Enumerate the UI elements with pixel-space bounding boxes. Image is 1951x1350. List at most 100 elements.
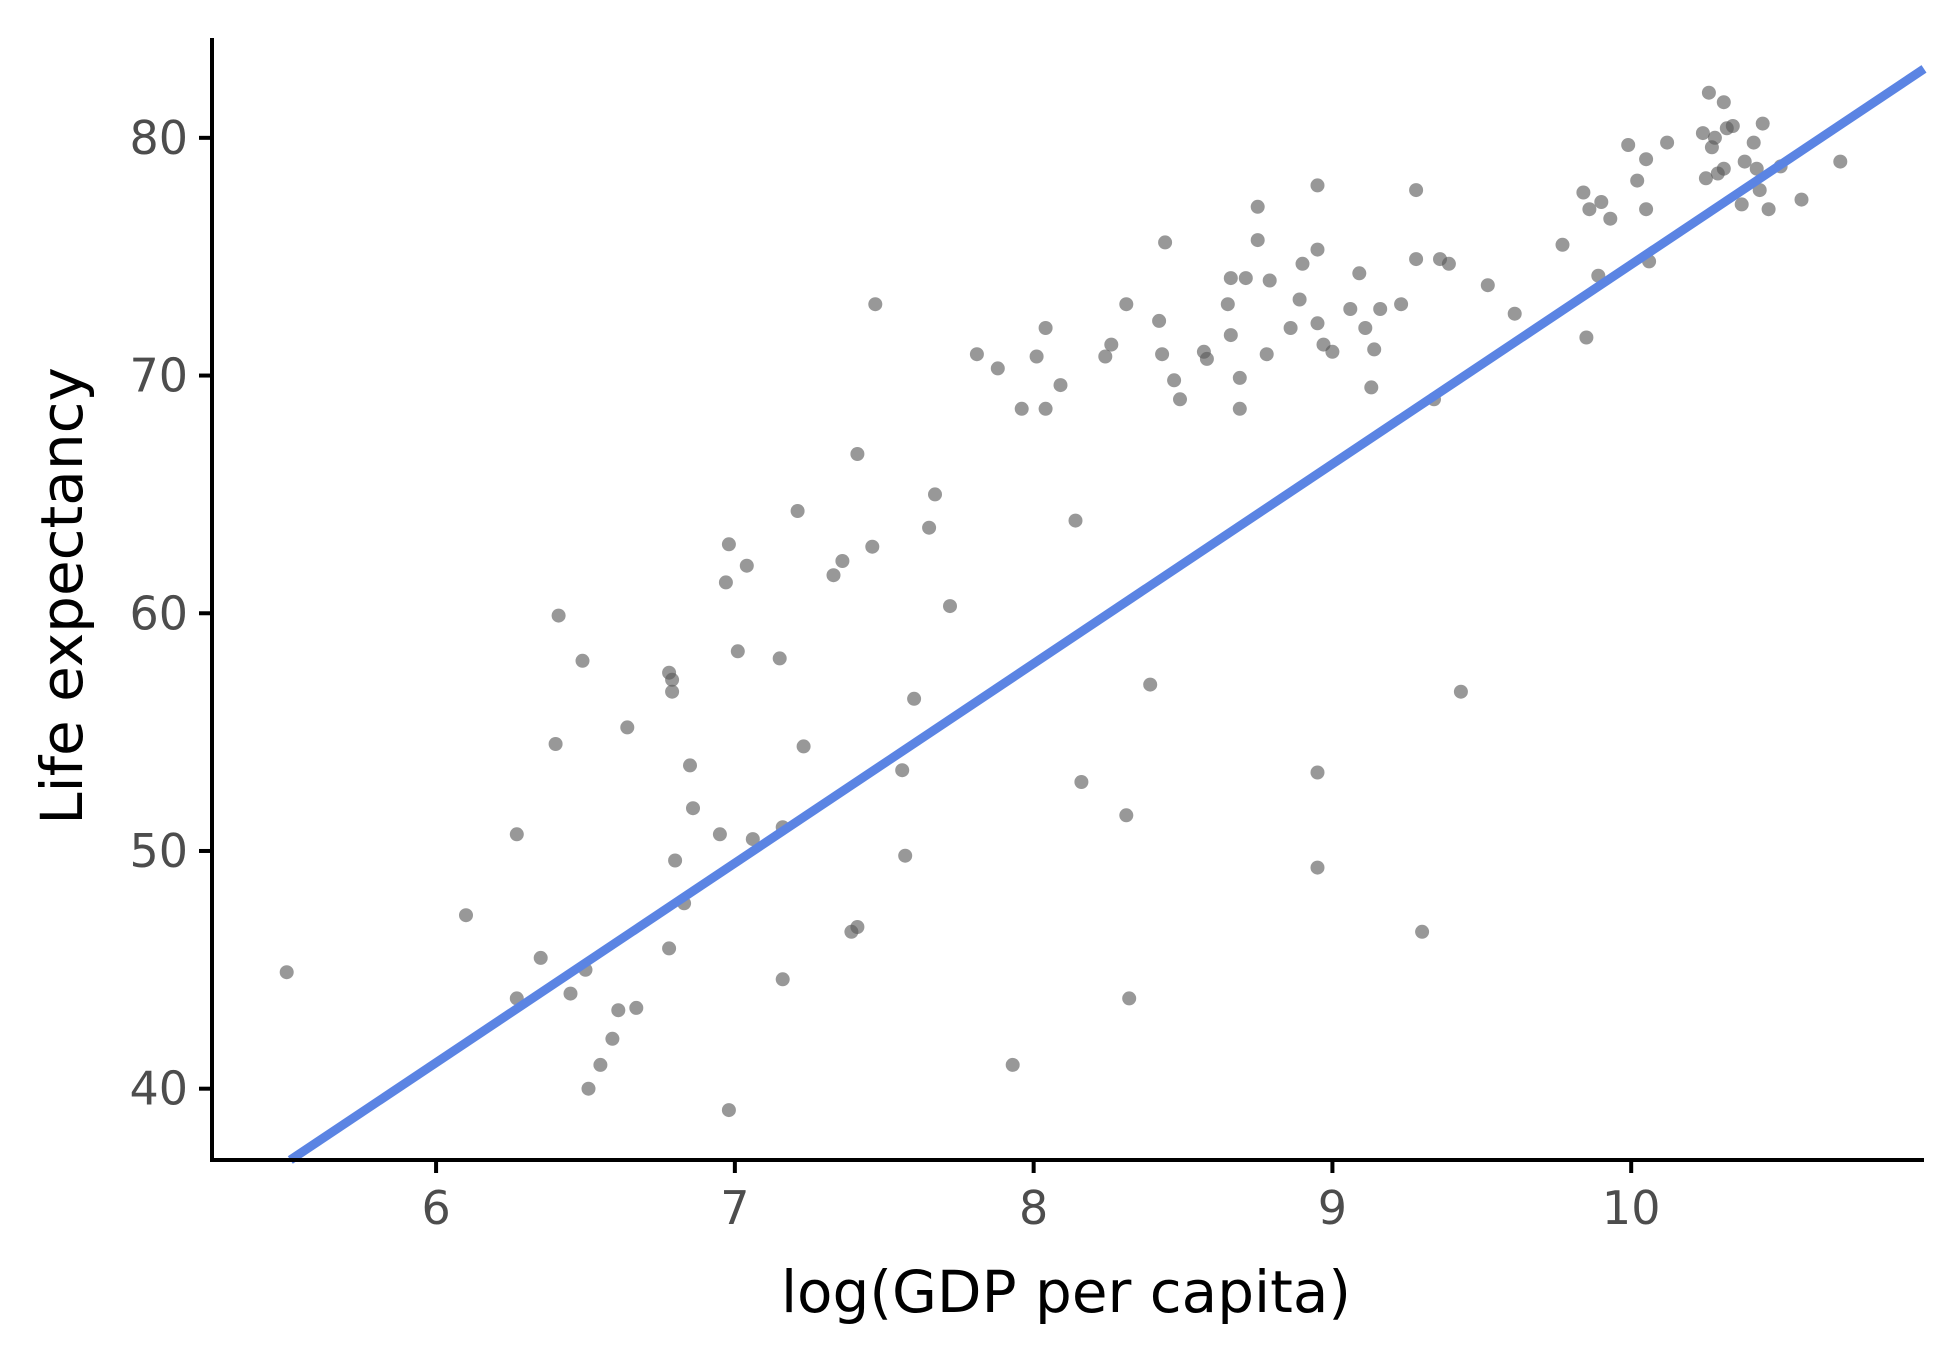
data-point [563, 986, 578, 1001]
data-point [1074, 775, 1089, 789]
data-point [1295, 256, 1310, 271]
data-point [1223, 328, 1238, 343]
data-point [1068, 513, 1083, 528]
data-point [1232, 401, 1247, 416]
data-point [1283, 321, 1298, 335]
x-tick-label: 8 [1019, 1181, 1048, 1235]
data-point [1716, 95, 1731, 110]
y-tick-label: 80 [129, 111, 188, 165]
y-tick-label: 50 [129, 824, 188, 878]
data-point [1707, 130, 1722, 145]
data-point [683, 758, 697, 773]
data-point [1232, 370, 1247, 385]
data-point [835, 554, 850, 568]
data-point [1199, 351, 1214, 366]
data-point [1038, 321, 1053, 335]
data-point [279, 965, 294, 980]
x-tick-label: 9 [1318, 1181, 1347, 1235]
data-point [1698, 171, 1713, 186]
data-point [1343, 302, 1358, 316]
data-point [1119, 297, 1134, 312]
data-point [990, 361, 1005, 376]
data-point [1014, 401, 1029, 416]
data-point [1716, 161, 1731, 176]
x-axis-title: log(GDP per capita) [781, 1258, 1351, 1326]
data-point [865, 539, 880, 554]
data-point [772, 651, 787, 666]
data-point [1250, 233, 1265, 248]
data-point [1373, 302, 1388, 316]
trendline-layer [287, 65, 1927, 1164]
data-point [1409, 183, 1424, 198]
data-point [1737, 154, 1752, 169]
trend-line [287, 65, 1927, 1164]
data-point [668, 853, 683, 868]
data-point [1367, 342, 1382, 357]
data-point [1734, 197, 1749, 212]
data-point [969, 347, 984, 362]
data-point [1695, 126, 1710, 141]
data-point [1582, 202, 1597, 217]
data-point [1143, 677, 1158, 692]
data-point [548, 737, 563, 751]
data-point [1005, 1057, 1020, 1072]
data-point [826, 568, 841, 583]
data-point [1038, 401, 1053, 416]
data-point [593, 1057, 608, 1072]
data-point [1701, 85, 1716, 100]
data-point [629, 1000, 644, 1015]
data-point [943, 599, 957, 614]
y-tick-label: 60 [129, 586, 188, 640]
data-point [1122, 991, 1137, 1006]
data-point [611, 1003, 626, 1018]
data-point [712, 827, 727, 842]
y-axis-title: Life expectancy [28, 367, 96, 825]
data-point [1725, 119, 1740, 133]
data-point [620, 720, 635, 735]
data-point [575, 653, 590, 668]
data-point [1639, 152, 1654, 167]
data-point [1746, 135, 1761, 150]
data-point [1152, 313, 1167, 328]
data-point [665, 684, 680, 699]
data-point [1053, 378, 1068, 393]
data-point [665, 672, 680, 687]
data-point [850, 920, 865, 934]
y-tick-label: 40 [129, 1062, 188, 1116]
data-point [1441, 256, 1456, 271]
data-point [850, 447, 865, 461]
data-point [509, 827, 524, 842]
data-point [1104, 337, 1119, 352]
data-point [1310, 178, 1325, 193]
data-point [775, 972, 790, 987]
data-point [1639, 202, 1654, 217]
data-point [1594, 195, 1609, 209]
data-point [739, 558, 754, 573]
data-point [1555, 237, 1570, 252]
data-point [459, 908, 473, 923]
data-point [662, 941, 677, 956]
y-axis-ticks: 40 50 60 70 80 [129, 111, 212, 1116]
data-point [868, 297, 883, 312]
data-point [1794, 192, 1809, 207]
data-point [1292, 292, 1307, 307]
data-point [1158, 235, 1173, 250]
data-point [1119, 808, 1134, 823]
data-point [745, 832, 760, 847]
data-point [1833, 154, 1848, 169]
data-point [1394, 297, 1409, 312]
data-point [581, 1081, 596, 1096]
data-point [1310, 860, 1325, 875]
data-point [551, 608, 566, 623]
data-point [1415, 924, 1430, 939]
data-point [1325, 344, 1340, 359]
data-point [1364, 380, 1379, 395]
y-tick-label: 70 [129, 349, 188, 403]
data-point [1621, 138, 1636, 152]
data-point [1262, 273, 1277, 288]
x-tick-label: 6 [421, 1181, 450, 1235]
data-point [730, 644, 745, 659]
data-point [1761, 202, 1776, 217]
data-point [721, 537, 736, 552]
